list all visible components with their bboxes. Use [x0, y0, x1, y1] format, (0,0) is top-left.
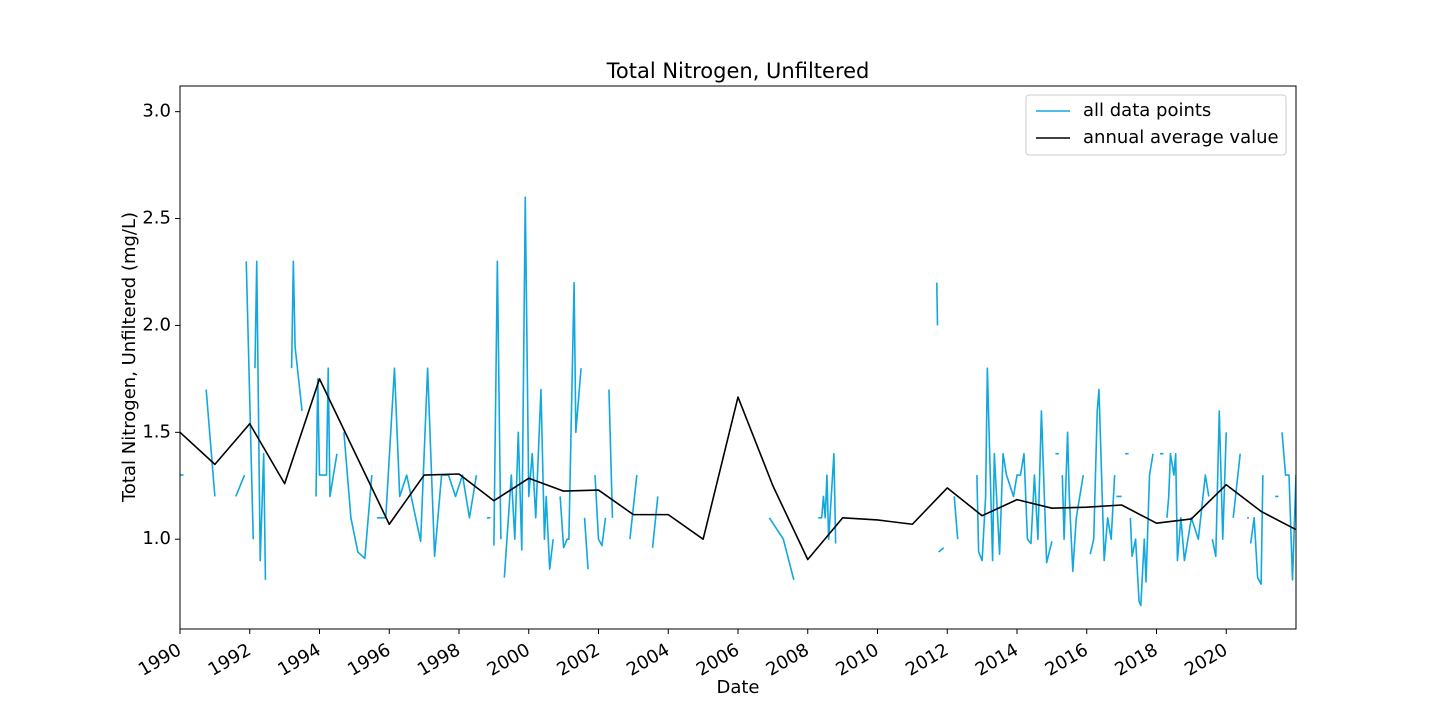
- y-axis-label: Total Nitrogen, Unfiltered (mg/L): [119, 212, 140, 503]
- y-tick-label: 1.0: [142, 528, 171, 549]
- chart-title: Total Nitrogen, Unfiltered: [606, 59, 870, 83]
- x-tick-label: 2002: [553, 639, 603, 680]
- data-line: [180, 196, 1296, 607]
- x-axis-label: Date: [716, 677, 759, 698]
- x-tick-label: 2010: [832, 639, 882, 680]
- x-tick-label: 1990: [135, 639, 185, 680]
- data-line: [180, 378, 1296, 561]
- x-tick-label: 2004: [623, 639, 673, 680]
- y-tick-label: 2.5: [142, 208, 171, 229]
- x-tick-label: 2008: [763, 639, 813, 680]
- x-tick-label: 1992: [205, 639, 255, 680]
- x-tick-label: 1994: [274, 639, 324, 680]
- legend-box: [1025, 94, 1287, 156]
- y-tick-label: 1.5: [142, 421, 171, 442]
- x-tick-label: 2016: [1042, 639, 1092, 680]
- x-tick-label: 1996: [344, 639, 394, 680]
- plot-area: [180, 196, 1296, 607]
- x-tick-label: 2020: [1181, 639, 1231, 680]
- y-tick-label: 2.0: [142, 314, 171, 335]
- x-tick-label: 1998: [414, 639, 464, 680]
- x-tick-label: 2006: [693, 639, 743, 680]
- plot-frame: [179, 85, 1297, 630]
- legend-label: all data points: [1083, 100, 1211, 121]
- legend-label: annual average value: [1083, 127, 1279, 148]
- x-tick-label: 2000: [484, 639, 534, 680]
- x-tick-label: 2014: [972, 639, 1022, 680]
- y-tick-label: 3.0: [142, 101, 171, 122]
- x-tick-label: 2012: [902, 639, 952, 680]
- x-tick-label: 2018: [1111, 639, 1161, 680]
